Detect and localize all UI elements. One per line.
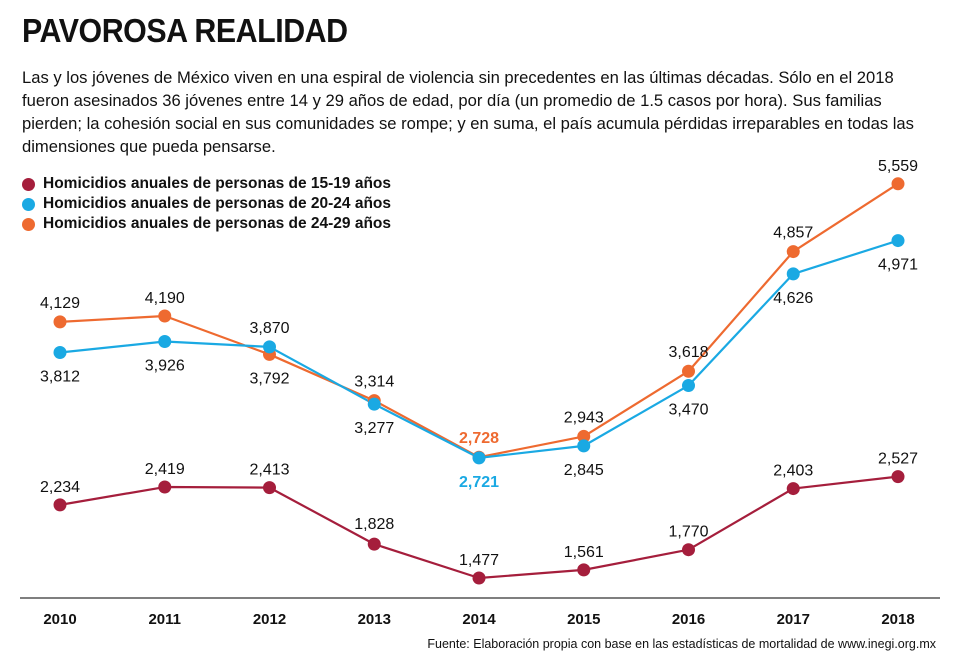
x-tick-label-2017: 2017 xyxy=(777,611,810,628)
x-tick-label-2014: 2014 xyxy=(462,611,496,628)
data-point-s1-2018 xyxy=(891,234,905,248)
data-point-s0-2011 xyxy=(158,480,172,494)
series-line-1 xyxy=(59,239,899,459)
x-tick-label-2012: 2012 xyxy=(253,611,286,628)
legend: Homicidios anuales de personas de 15-19 … xyxy=(22,174,391,234)
legend-marker-20-24 xyxy=(22,197,35,211)
data-point-s1-2010 xyxy=(53,346,67,360)
data-label-s2-2010: 4,129 xyxy=(40,295,80,312)
data-point-s0-2016 xyxy=(682,543,695,557)
data-point-s2-2017 xyxy=(786,245,800,259)
data-label-s2-2013: 3,314 xyxy=(354,374,394,391)
data-label-s1-2011: 3,926 xyxy=(145,357,185,374)
data-point-s0-2018 xyxy=(891,470,905,484)
legend-marker-15-19 xyxy=(22,177,35,191)
data-point-s0-2014 xyxy=(472,571,486,585)
data-point-s0-2013 xyxy=(367,537,381,551)
data-point-s0-2010 xyxy=(53,498,67,512)
x-tick-label-2015: 2015 xyxy=(567,611,600,628)
data-label-s0-2016: 1,770 xyxy=(668,524,708,541)
legend-item-24-29: Homicidios anuales de personas de 24-29 … xyxy=(22,214,391,234)
x-tick-label-2010: 2010 xyxy=(43,611,76,628)
chart-title: PAVOROSA REALIDAD xyxy=(22,12,348,49)
data-point-s0-2012 xyxy=(263,481,276,495)
data-point-s1-2016 xyxy=(682,379,695,393)
data-label-s2-2017: 4,857 xyxy=(773,225,813,242)
data-label-s1-2017: 4,626 xyxy=(773,290,813,307)
data-label-s1-2013: 3,277 xyxy=(354,420,394,437)
data-point-s0-2015 xyxy=(577,563,591,577)
data-point-s2-2010 xyxy=(53,315,67,329)
data-label-s2-2015: 2,943 xyxy=(564,409,604,426)
data-point-s0-2017 xyxy=(786,482,800,496)
data-label-s0-2011: 2,419 xyxy=(145,461,185,478)
data-point-s2-2011 xyxy=(158,309,172,323)
chart-subtitle: Las y los jóvenes de México viven en una… xyxy=(22,68,914,156)
legend-label-20-24: Homicidios anuales de personas de 20-24 … xyxy=(43,195,392,212)
data-label-s1-2016: 3,470 xyxy=(668,402,708,419)
data-label-s1-2015: 2,845 xyxy=(564,462,604,479)
data-label-s0-2013: 1,828 xyxy=(354,516,394,533)
data-label-s0-2014: 1,477 xyxy=(459,552,499,569)
legend-marker-24-29 xyxy=(22,217,35,231)
data-label-s2-2018: 5,559 xyxy=(878,158,918,175)
data-point-s1-2011 xyxy=(158,334,172,348)
data-label-s2-2014: 2,728 xyxy=(459,430,499,447)
data-label-s0-2015: 1,561 xyxy=(564,544,604,561)
data-label-s1-2012: 3,870 xyxy=(249,320,289,337)
legend-label-15-19: Homicidios anuales de personas de 15-19 … xyxy=(43,175,392,192)
data-label-s0-2017: 2,403 xyxy=(773,463,813,480)
legend-item-15-19: Homicidios anuales de personas de 15-19 … xyxy=(22,174,391,194)
data-label-s1-2010: 3,812 xyxy=(40,369,80,386)
data-label-s0-2018: 2,527 xyxy=(878,451,918,468)
data-label-s0-2010: 2,234 xyxy=(40,479,80,496)
source-note: Fuente: Elaboración propia con base en l… xyxy=(427,637,936,651)
legend-label-24-29: Homicidios anuales de personas de 24-29 … xyxy=(43,215,392,232)
data-point-s2-2015 xyxy=(577,429,591,443)
data-point-s2-2018 xyxy=(891,177,905,191)
data-label-s0-2012: 2,413 xyxy=(249,462,289,479)
x-tick-label-2018: 2018 xyxy=(881,611,914,628)
data-point-s1-2017 xyxy=(786,267,800,281)
data-point-s2-2016 xyxy=(682,364,695,378)
legend-item-20-24: Homicidios anuales de personas de 20-24 … xyxy=(22,194,391,214)
data-label-s1-2014: 2,721 xyxy=(459,474,499,491)
data-label-s2-2012: 3,792 xyxy=(249,370,289,387)
data-point-s1-2012 xyxy=(263,340,276,354)
data-point-s1-2013 xyxy=(367,397,381,411)
data-label-s1-2018: 4,971 xyxy=(878,257,918,274)
x-tick-label-2011: 2011 xyxy=(148,611,181,628)
data-label-s2-2011: 4,190 xyxy=(145,290,185,307)
data-label-s2-2016: 3,618 xyxy=(668,344,708,361)
data-point-s1-2014 xyxy=(472,451,486,465)
x-tick-label-2013: 2013 xyxy=(358,611,391,628)
data-point-s1-2015 xyxy=(577,439,591,453)
x-tick-label-2016: 2016 xyxy=(672,611,705,628)
